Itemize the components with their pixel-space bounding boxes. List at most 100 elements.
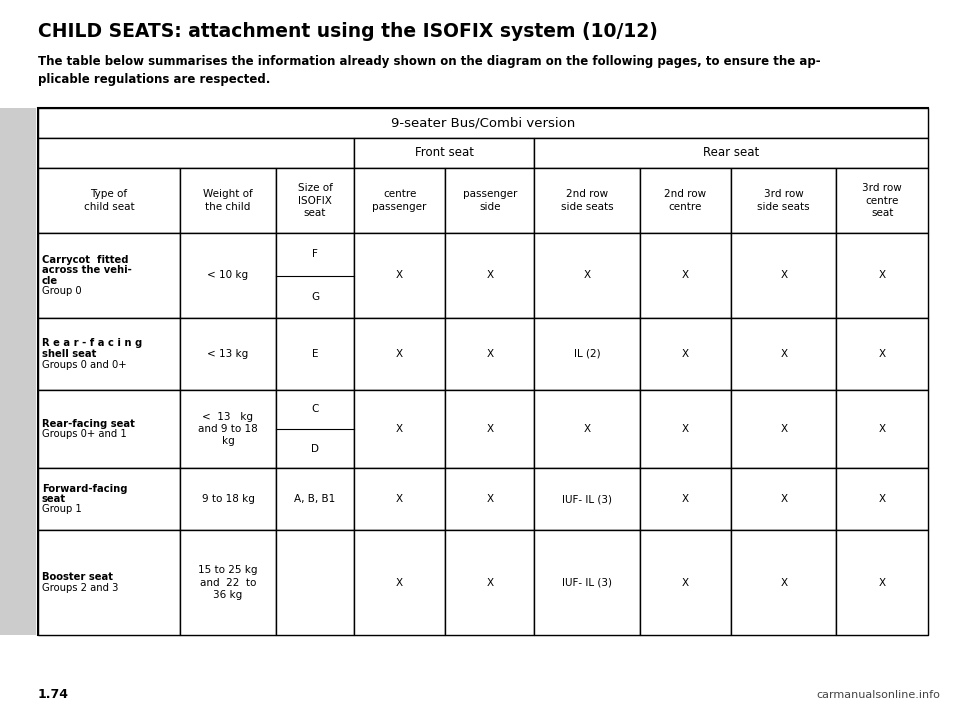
Bar: [535, 530, 639, 635]
Bar: [180, 468, 276, 530]
Text: X: X: [396, 271, 403, 280]
Bar: [732, 390, 836, 468]
Bar: [38, 108, 928, 138]
Text: 3rd row
side seats: 3rd row side seats: [757, 190, 810, 212]
Text: Groups 0+ and 1: Groups 0+ and 1: [42, 430, 127, 439]
Bar: [535, 138, 928, 168]
Bar: [276, 233, 354, 318]
Text: Size of
ISOFIX
seat: Size of ISOFIX seat: [298, 183, 332, 218]
Bar: [354, 233, 445, 318]
Bar: [276, 168, 354, 233]
Bar: [836, 468, 928, 530]
Text: IUF- IL (3): IUF- IL (3): [562, 494, 612, 504]
Bar: [354, 468, 445, 530]
Bar: [445, 390, 535, 468]
Bar: [639, 468, 732, 530]
Bar: [354, 168, 445, 233]
Text: X: X: [487, 349, 493, 359]
Text: Rear seat: Rear seat: [703, 146, 759, 160]
Text: cle: cle: [42, 275, 59, 285]
Text: A, B, B1: A, B, B1: [295, 494, 336, 504]
Bar: [180, 530, 276, 635]
Text: X: X: [487, 424, 493, 434]
Bar: [354, 530, 445, 635]
Text: X: X: [682, 494, 689, 504]
Bar: [732, 318, 836, 390]
Text: X: X: [878, 424, 886, 434]
Text: Weight of
the child: Weight of the child: [204, 190, 252, 212]
Bar: [836, 233, 928, 318]
Text: X: X: [780, 424, 787, 434]
Text: < 10 kg: < 10 kg: [207, 271, 249, 280]
Bar: [180, 390, 276, 468]
Bar: [276, 530, 354, 635]
Bar: [535, 468, 639, 530]
Text: X: X: [780, 577, 787, 587]
Bar: [732, 468, 836, 530]
Bar: [354, 138, 535, 168]
Text: X: X: [584, 271, 590, 280]
Text: X: X: [487, 577, 493, 587]
Bar: [639, 318, 732, 390]
Text: Booster seat: Booster seat: [42, 572, 113, 582]
Bar: [354, 390, 445, 468]
Bar: [535, 318, 639, 390]
Bar: [639, 233, 732, 318]
Text: IUF- IL (3): IUF- IL (3): [562, 577, 612, 587]
Text: X: X: [396, 494, 403, 504]
Bar: [38, 530, 180, 635]
Bar: [535, 233, 639, 318]
Bar: [180, 233, 276, 318]
Text: C: C: [311, 405, 319, 415]
Bar: [535, 168, 639, 233]
Text: Front seat: Front seat: [415, 146, 473, 160]
Bar: [354, 318, 445, 390]
Bar: [445, 530, 535, 635]
Bar: [836, 530, 928, 635]
Text: G: G: [311, 292, 319, 302]
Text: Group 1: Group 1: [42, 505, 82, 515]
Bar: [276, 318, 354, 390]
Bar: [836, 168, 928, 233]
Text: X: X: [878, 271, 886, 280]
Text: X: X: [780, 349, 787, 359]
Text: Carrycot  fitted: Carrycot fitted: [42, 255, 129, 265]
Bar: [836, 318, 928, 390]
Text: shell seat: shell seat: [42, 349, 96, 359]
Bar: [0, 108, 36, 635]
Text: 1.74: 1.74: [38, 688, 69, 701]
Text: IL (2): IL (2): [574, 349, 600, 359]
Bar: [639, 168, 732, 233]
Text: Group 0: Group 0: [42, 286, 82, 296]
Bar: [180, 168, 276, 233]
Text: Groups 0 and 0+: Groups 0 and 0+: [42, 359, 127, 369]
Text: X: X: [780, 494, 787, 504]
Text: D: D: [311, 444, 319, 454]
Text: carmanualsonline.info: carmanualsonline.info: [816, 690, 940, 700]
Bar: [38, 108, 928, 635]
Text: X: X: [682, 349, 689, 359]
Text: Forward-facing: Forward-facing: [42, 484, 128, 493]
Text: 9 to 18 kg: 9 to 18 kg: [202, 494, 254, 504]
Text: Groups 2 and 3: Groups 2 and 3: [42, 583, 118, 593]
Bar: [836, 390, 928, 468]
Text: Rear-facing seat: Rear-facing seat: [42, 419, 134, 429]
Bar: [276, 468, 354, 530]
Bar: [445, 233, 535, 318]
Text: X: X: [396, 577, 403, 587]
Bar: [535, 390, 639, 468]
Bar: [38, 138, 354, 168]
Text: The table below summarises the information already shown on the diagram on the f: The table below summarises the informati…: [38, 55, 821, 86]
Bar: [38, 233, 180, 318]
Text: 15 to 25 kg
and  22  to
36 kg: 15 to 25 kg and 22 to 36 kg: [199, 565, 257, 600]
Text: 9-seater Bus/Combi version: 9-seater Bus/Combi version: [391, 116, 575, 129]
Text: seat: seat: [42, 494, 66, 504]
Bar: [732, 168, 836, 233]
Text: 2nd row
side seats: 2nd row side seats: [561, 190, 613, 212]
Text: X: X: [878, 577, 886, 587]
Text: < 13 kg: < 13 kg: [207, 349, 249, 359]
Text: 3rd row
centre
seat: 3rd row centre seat: [862, 183, 902, 218]
Bar: [445, 168, 535, 233]
Text: R e a r - f a c i n g: R e a r - f a c i n g: [42, 339, 142, 349]
Text: 2nd row
centre: 2nd row centre: [664, 190, 707, 212]
